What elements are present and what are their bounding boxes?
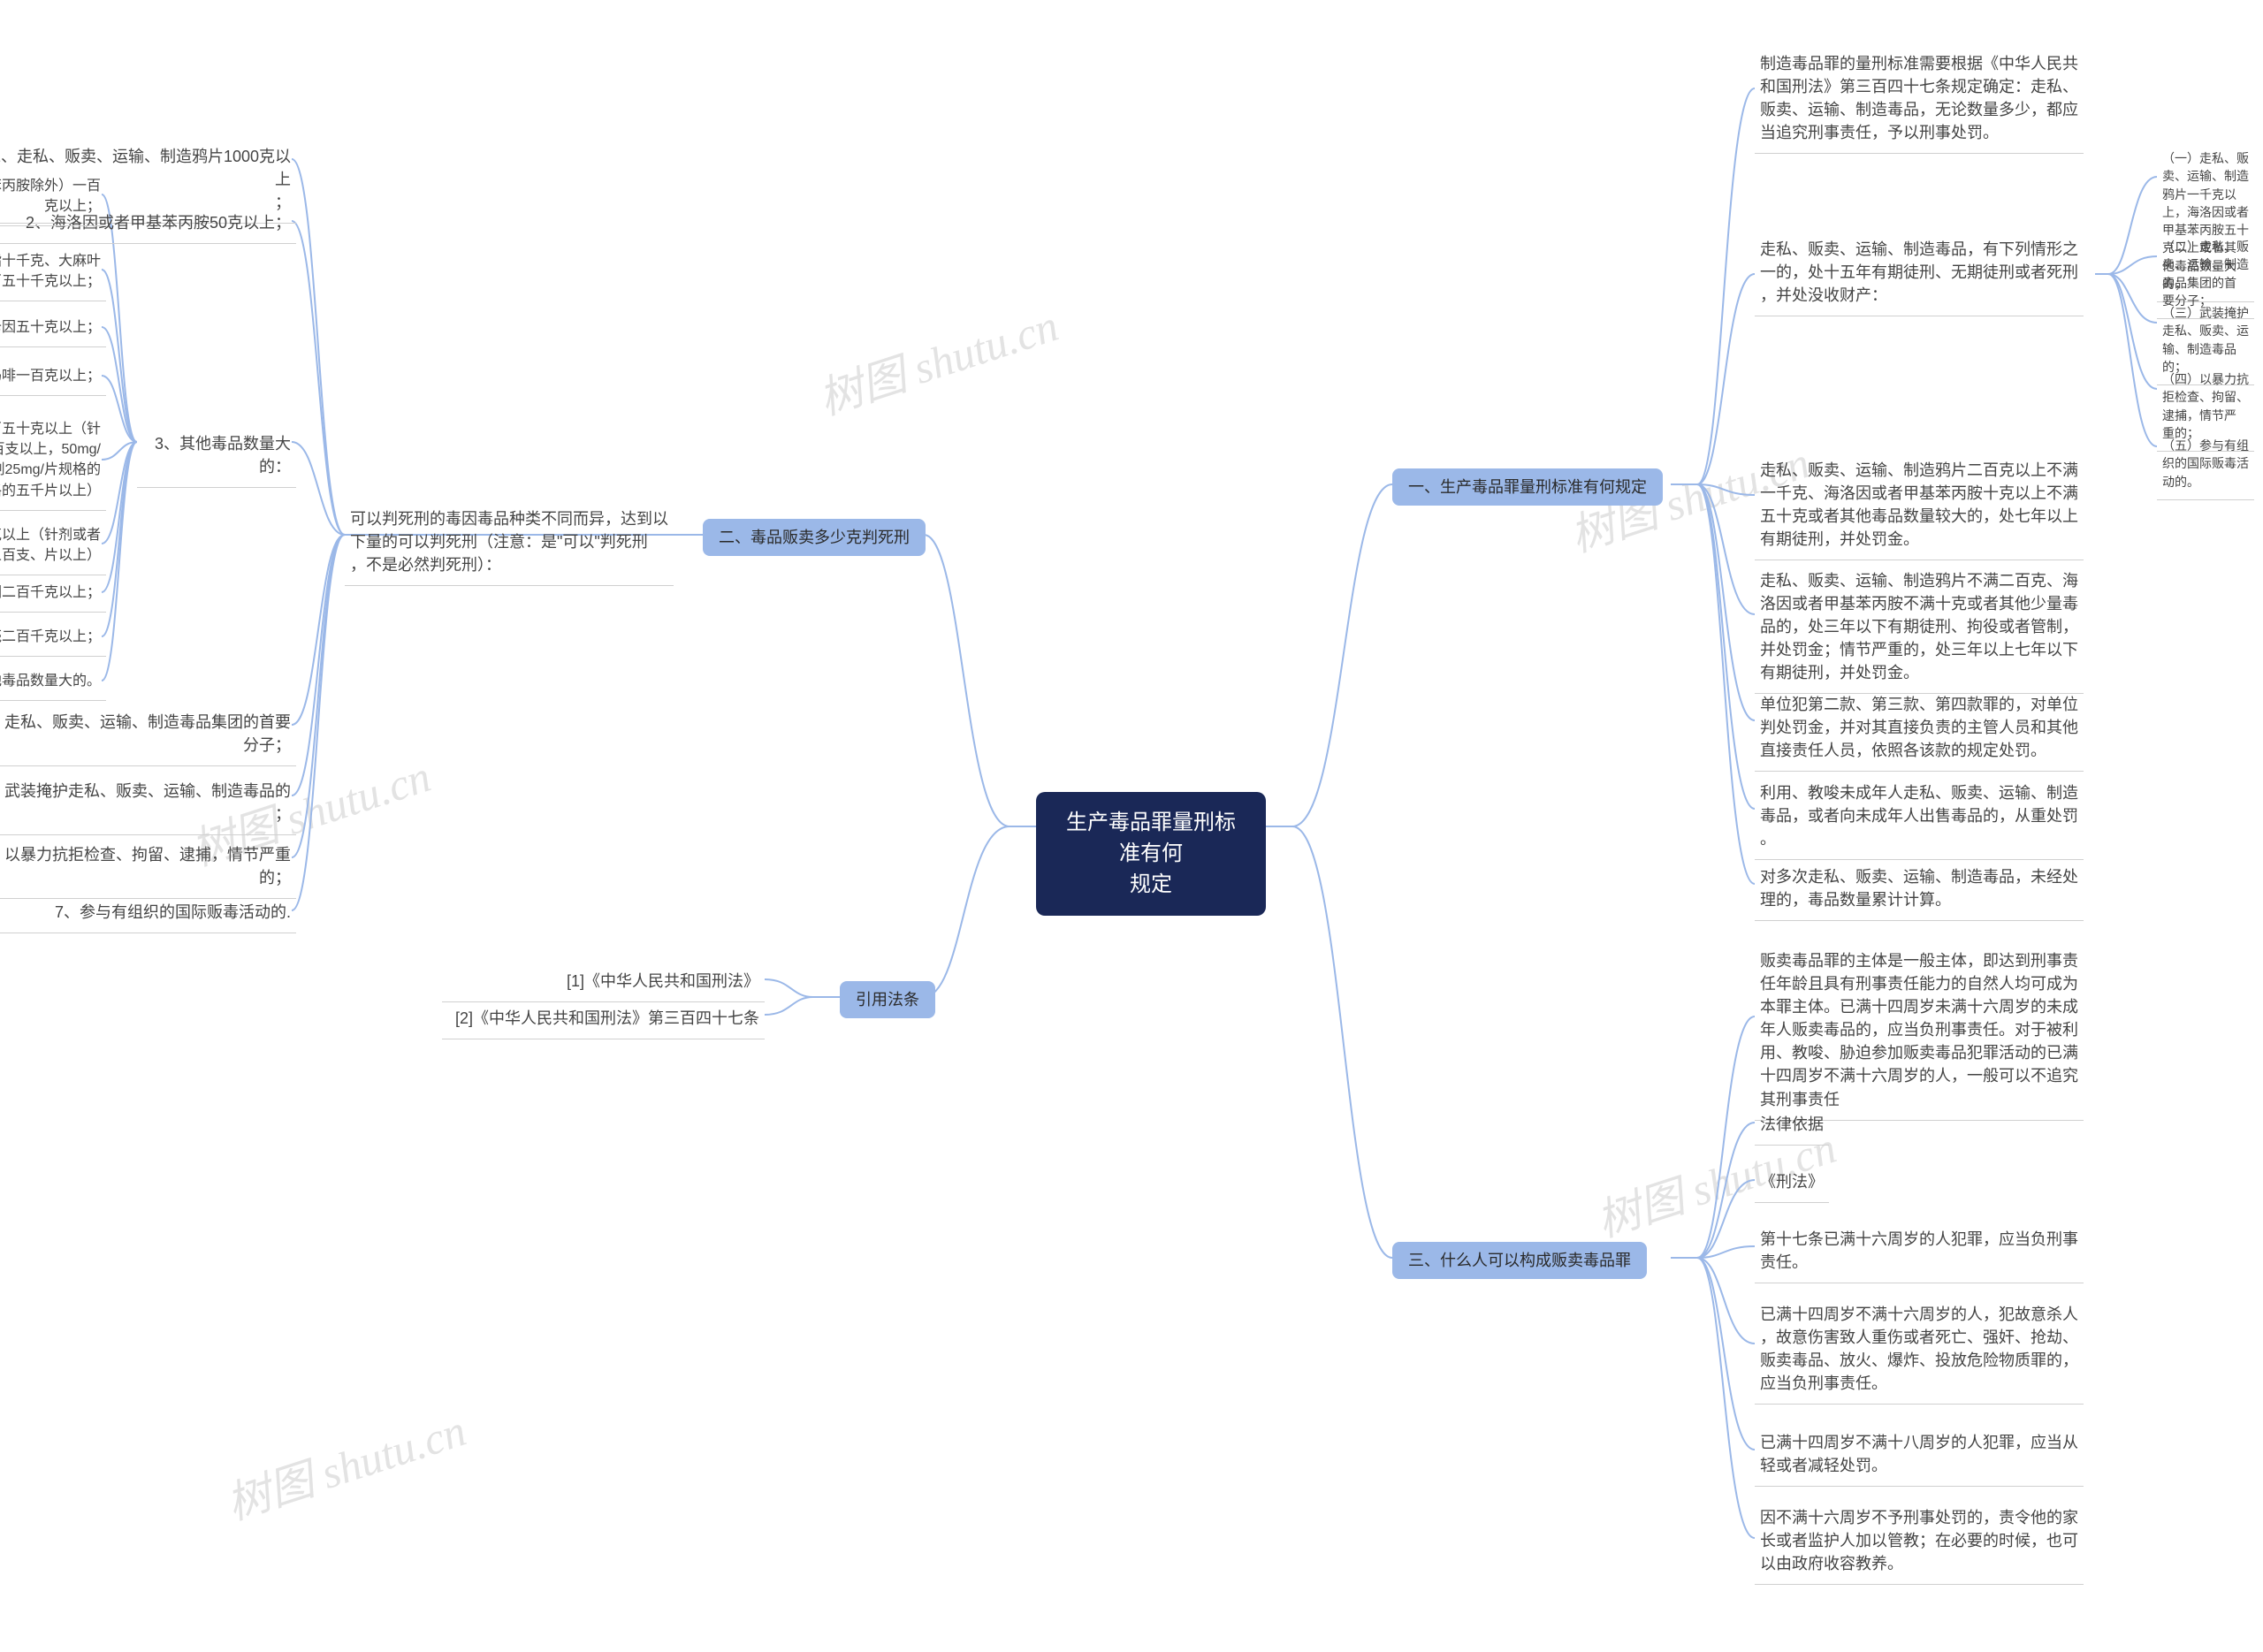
b2-s3-d9: （9）上述毒品以外的其他毒品数量大的。 bbox=[0, 667, 106, 701]
b4-c2: [2]《中华人民共和国刑法》第三百四十七条 bbox=[442, 1003, 765, 1039]
b2-s4: 4、走私、贩卖、运输、制造毒品集团的首要分子； bbox=[0, 707, 296, 766]
b2-c1: 可以判死刑的毒因毒品种类不同而异，达到以下量的可以判死刑（注意：是"可以"判死刑… bbox=[345, 504, 674, 586]
b1-c1: 制造毒品罪的量刑标准需要根据《中华人民共和国刑法》第三百四十七条规定确定：走私、… bbox=[1755, 49, 2084, 154]
b1-c2: 走私、贩卖、运输、制造毒品，有下列情形之一的，处十五年有期徒刑、无期徒刑或者死刑… bbox=[1755, 234, 2084, 316]
b3-c7: 因不满十六周岁不予刑事处罚的，责令他的家长或者监护人加以管教；在必要的时候，也可… bbox=[1755, 1503, 2084, 1585]
b2-s3-d7: （7）咖啡因二百千克以上； bbox=[0, 579, 106, 613]
root-node: 生产毒品罪量刑标准有何规定 bbox=[1036, 792, 1266, 916]
b2-s7: 7、参与有组织的国际贩毒活动的. bbox=[0, 897, 296, 933]
b2-s3-d5: （5）度冷丁（杜冷丁）二百五十克以上（针剂100mg/支规格的二千五百支以上，5… bbox=[0, 415, 106, 511]
b2-s3-d3: （3）可卡因五十克以上； bbox=[0, 314, 106, 347]
b3-c6: 已满十四周岁不满十八周岁的人犯罪，应当从轻或者减轻处罚。 bbox=[1755, 1427, 2084, 1487]
branch-4: 引用法条 bbox=[840, 981, 935, 1018]
b2-s6: 6、以暴力抗拒检查、拘留、逮捕，情节严重的； bbox=[0, 840, 296, 899]
b3-c5: 已满十四周岁不满十六周岁的人，犯故意杀人，故意伤害致人重伤或者死亡、强奸、抢劫、… bbox=[1755, 1299, 2084, 1405]
watermark: 树图 shutu.cn bbox=[810, 290, 1065, 427]
b1-c7: 对多次走私、贩卖、运输、制造毒品，未经处理的，毒品数量累计计算。 bbox=[1755, 862, 2084, 921]
b1-c6: 利用、教唆未成年人走私、贩卖、运输、制造毒品，或者向未成年人出售毒品的，从重处罚… bbox=[1755, 778, 2084, 860]
b2-s3-d4: （4）吗啡一百克以上； bbox=[0, 362, 106, 396]
watermark: 树图 shutu.cn bbox=[217, 1395, 473, 1532]
b2-s3-d2: （2）大麻油五千克、大麻脂十千克、大麻叶及大麻烟一百五十千克以上； bbox=[0, 247, 106, 301]
b1-c5: 单位犯第二款、第三款、第四款罪的，对单位判处罚金，并对其直接负责的主管人员和其他… bbox=[1755, 689, 2084, 772]
b1-c2-s5: （五）参与有组织的国际贩毒活动的。 bbox=[2157, 433, 2254, 500]
b2-s3-d1: （1）苯丙胺类毒品（甲基苯丙胺除外）一百克以上； bbox=[0, 172, 106, 226]
b3-c3: 《刑法》 bbox=[1755, 1167, 1829, 1203]
b2-s3-d6: （6）盐酸二氢埃托啡十毫克以上（针剂或者片剂20μg/支、片规格的五百支、片以上… bbox=[0, 521, 106, 575]
branch-2: 二、毒品贩卖多少克判死刑 bbox=[703, 519, 926, 556]
b4-c1: [1]《中华人民共和国刑法》 bbox=[442, 966, 765, 1002]
b1-c3: 走私、贩卖、运输、制造鸦片二百克以上不满一千克、海洛因或者甲基苯丙胺十克以上不满… bbox=[1755, 455, 2084, 560]
b2-s3-d8: （8）罂粟壳二百千克以上； bbox=[0, 623, 106, 657]
b3-c4: 第十七条已满十六周岁的人犯罪，应当负刑事责任。 bbox=[1755, 1224, 2084, 1283]
branch-3: 三、什么人可以构成贩卖毒品罪 bbox=[1392, 1242, 1647, 1279]
branch-1: 一、生产毒品罪量刑标准有何规定 bbox=[1392, 468, 1663, 506]
b1-c4: 走私、贩卖、运输、制造鸦片不满二百克、海洛因或者甲基苯丙胺不满十克或者其他少量毒… bbox=[1755, 566, 2084, 694]
b3-c1: 贩卖毒品罪的主体是一般主体，即达到刑事责任年龄且具有刑事责任能力的自然人均可成为… bbox=[1755, 946, 2084, 1121]
b3-c2: 法律依据 bbox=[1755, 1109, 1829, 1146]
b2-s3: 3、其他毒品数量大的： bbox=[137, 429, 296, 488]
b2-s5: 5、武装掩护走私、贩卖、运输、制造毒品的； bbox=[0, 776, 296, 835]
